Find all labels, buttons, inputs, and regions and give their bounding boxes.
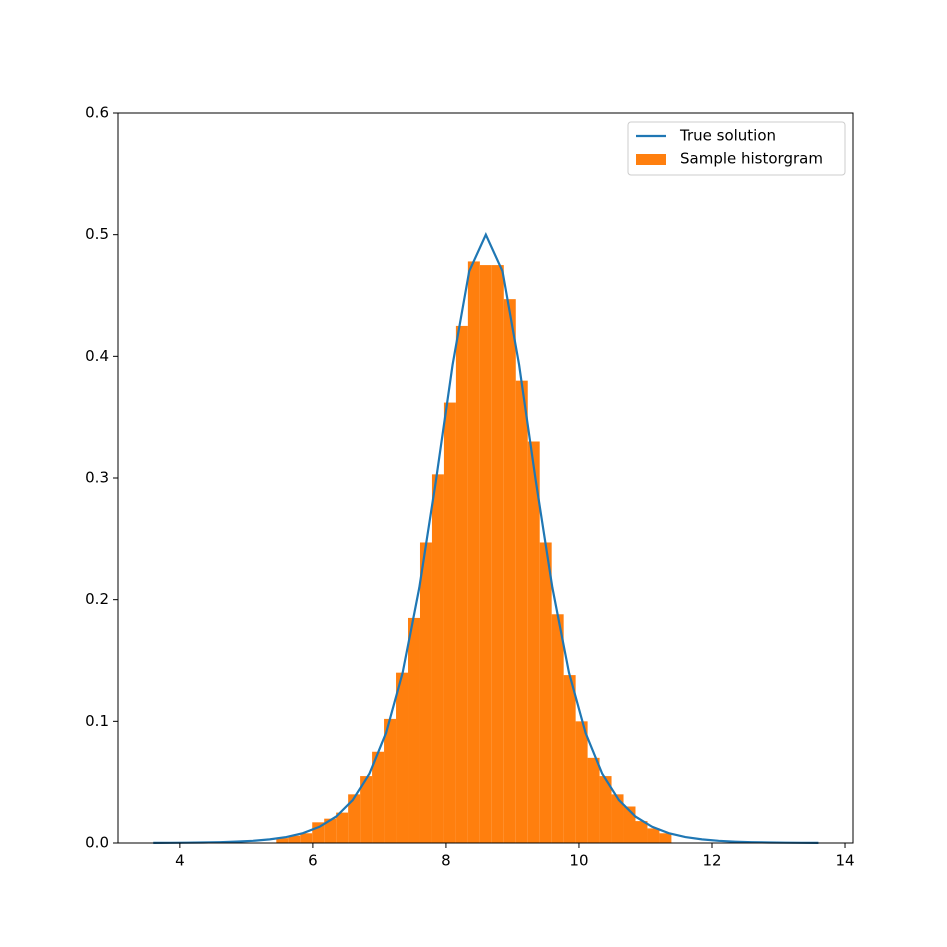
histogram-bar [551, 614, 564, 843]
x-tick-label: 12 [702, 852, 721, 870]
y-tick-label: 0.0 [85, 834, 109, 852]
histogram-bar [503, 299, 516, 843]
histogram-bar [384, 718, 397, 843]
histogram-bar [431, 474, 444, 843]
histogram-bar [419, 542, 432, 843]
histogram-bar [408, 617, 420, 843]
legend-label: Sample historgram [680, 150, 823, 168]
legend-swatch [636, 154, 666, 165]
legend-box [627, 121, 846, 176]
histogram-bar [372, 751, 385, 843]
histogram-bar [659, 833, 672, 843]
histogram-bar [647, 828, 660, 843]
y-tick-label: 0.5 [85, 225, 109, 243]
x-tick-label: 8 [441, 852, 451, 870]
histogram-bar [360, 776, 373, 843]
y-tick-label: 0.4 [85, 347, 109, 365]
histogram-bar [288, 835, 301, 843]
histogram-bar [324, 818, 337, 843]
histogram-bar [527, 441, 540, 843]
x-tick-label: 4 [175, 852, 185, 870]
histogram-bar [575, 721, 588, 843]
histogram-bar [491, 265, 504, 843]
x-tick-label: 10 [569, 852, 588, 870]
y-tick-label: 0.2 [85, 590, 109, 608]
histogram-bar [563, 675, 576, 843]
histogram-bar [611, 794, 624, 843]
y-tick-label: 0.6 [85, 104, 109, 122]
histogram-bar [443, 402, 456, 843]
histogram-bar [348, 794, 361, 843]
histogram-bar [623, 806, 636, 843]
histogram-bar [336, 812, 349, 843]
histogram-bar [312, 822, 325, 843]
histogram-bar [599, 776, 612, 843]
x-tick-label: 6 [308, 852, 318, 870]
histogram-bar [300, 833, 313, 843]
histogram-bar [515, 380, 528, 843]
legend: True solution Sample historgram [627, 121, 846, 176]
histogram-bar [467, 261, 480, 843]
line [153, 232, 819, 844]
histogram-bar [587, 757, 600, 843]
histogram-bar [539, 542, 552, 843]
histogram-bar [276, 838, 289, 843]
legend-label: True solution [679, 127, 776, 145]
histogram-bar [479, 265, 492, 843]
y-tick-label: 0.1 [85, 712, 109, 730]
histogram-bar [455, 325, 468, 844]
histogram-bar [396, 672, 409, 843]
histogram-bar [635, 821, 648, 843]
y-tick-label: 0.3 [85, 469, 109, 487]
x-tick-label: 14 [835, 852, 854, 870]
